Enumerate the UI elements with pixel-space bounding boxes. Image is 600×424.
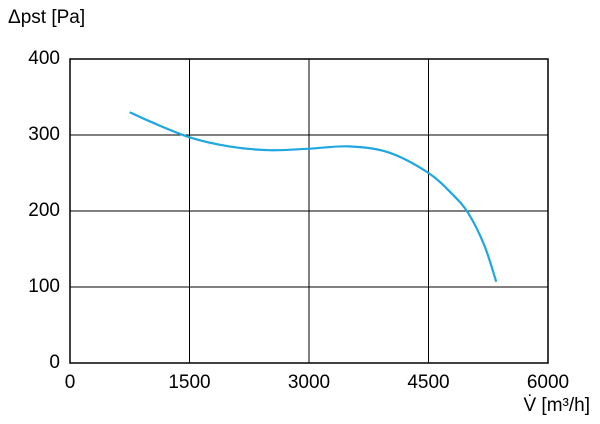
y-tick-label: 0 [49,352,60,373]
x-tick-label: 6000 [527,372,569,393]
y-tick-label: 100 [28,276,60,297]
x-tick-label: 1500 [168,372,210,393]
x-tick-label: 3000 [288,372,330,393]
x-tick-label: 0 [65,372,76,393]
x-axis-label: V̇ [m³/h] [523,395,590,416]
y-tick-label: 400 [28,48,60,69]
plot-frame [69,58,549,364]
y-axis-label: Δpst [Pa] [8,7,85,28]
data-line [129,111,498,283]
y-tick-label: 300 [28,124,60,145]
y-tick-label: 200 [28,200,60,221]
x-tick-label: 4500 [407,372,449,393]
